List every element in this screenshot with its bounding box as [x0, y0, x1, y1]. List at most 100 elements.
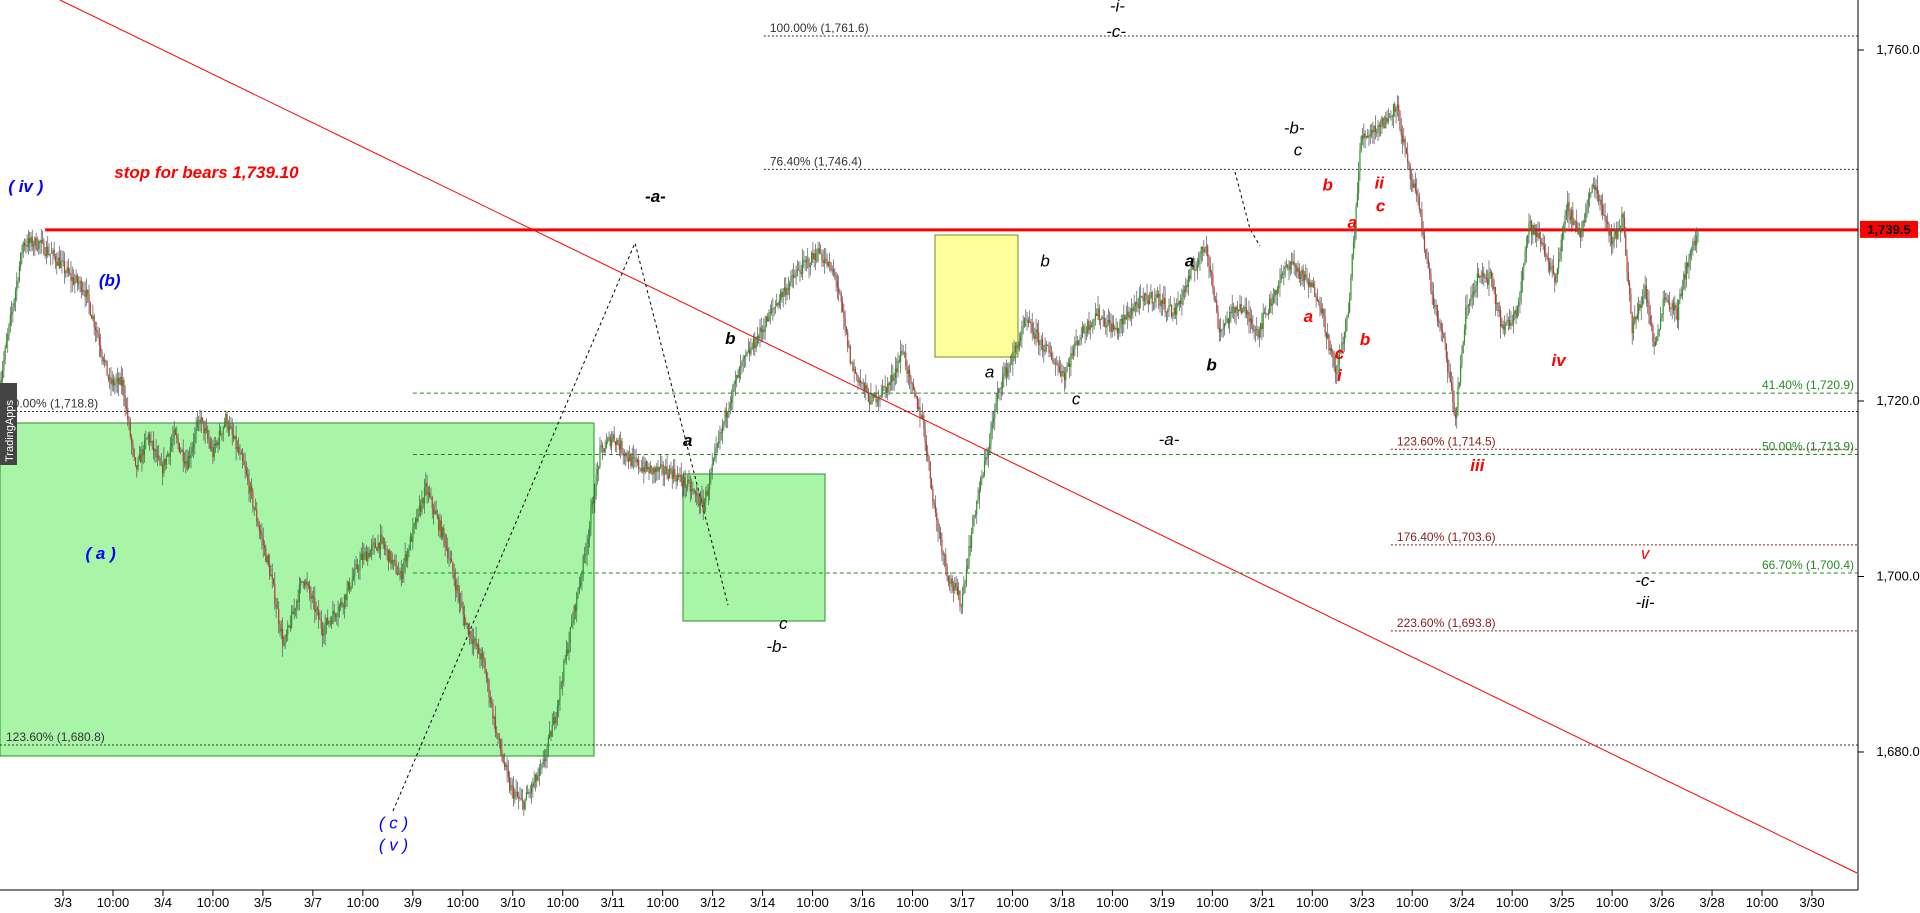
candle-body	[1514, 310, 1516, 315]
candle-body	[260, 530, 262, 535]
candle-body	[649, 466, 651, 474]
candle-body	[276, 607, 279, 609]
candle-body	[808, 259, 810, 268]
candle-body	[1090, 325, 1093, 327]
candle-body	[97, 331, 99, 338]
x-tick-label: 3/25	[1549, 895, 1574, 910]
candle-body	[209, 442, 211, 449]
candle-body	[756, 336, 758, 346]
candle-body	[407, 549, 409, 561]
candle-body	[1018, 340, 1020, 349]
candle-body	[567, 649, 569, 654]
candle-body	[589, 524, 591, 539]
candle-body	[541, 764, 543, 768]
candle-body	[1352, 242, 1355, 255]
candle-body	[1579, 229, 1582, 238]
candle-body	[1612, 240, 1614, 245]
candle-body	[947, 575, 949, 583]
candle-body	[640, 468, 642, 471]
candle-body	[1138, 296, 1140, 309]
candle-body	[112, 379, 115, 386]
candle-body	[9, 315, 11, 325]
candle-body	[1290, 261, 1293, 264]
candle-body	[857, 375, 859, 383]
candle-body	[623, 454, 626, 456]
candle-body	[1610, 230, 1613, 245]
candle-body	[1333, 356, 1335, 367]
candle-body	[849, 346, 851, 364]
candle-body	[352, 576, 355, 580]
candle-body	[1003, 373, 1005, 377]
candle-body	[164, 458, 166, 465]
wave-label: -b-	[766, 637, 787, 656]
candle-body	[115, 381, 117, 384]
candle-body	[1020, 337, 1022, 341]
candle-body	[1070, 353, 1072, 367]
candle-body	[345, 594, 347, 600]
candle-body	[103, 360, 106, 362]
candle-body	[182, 449, 184, 462]
watermark: TradingApps	[0, 383, 17, 465]
candle-body	[387, 549, 389, 563]
candle-body	[1445, 343, 1448, 359]
candle-body	[238, 447, 240, 454]
candle-body	[1001, 376, 1004, 388]
candle-body	[529, 792, 531, 793]
candle-body	[1198, 259, 1200, 265]
candle-body	[1481, 272, 1484, 276]
candle-body	[354, 567, 356, 577]
candle-body	[790, 275, 792, 283]
candle-body	[1172, 314, 1174, 317]
candle-body	[1430, 273, 1432, 292]
candle-body	[474, 638, 476, 641]
candle-body	[1487, 278, 1489, 285]
candle-body	[777, 303, 779, 306]
candle-body	[1225, 322, 1227, 324]
wave-label: ( a )	[86, 544, 117, 563]
candle-body	[294, 608, 297, 610]
candle-body	[337, 612, 339, 617]
candle-body	[1043, 349, 1045, 352]
candle-body	[292, 611, 294, 615]
candle-body	[1505, 323, 1507, 326]
candle-body	[400, 570, 402, 579]
candle-body	[1129, 315, 1131, 318]
wave-label: c	[1072, 390, 1081, 409]
candle-body	[443, 527, 445, 536]
candle-body	[251, 485, 253, 492]
candle-body	[829, 262, 831, 264]
candle-body	[1265, 312, 1267, 314]
candle-body	[284, 636, 286, 646]
candle-body	[1036, 329, 1038, 333]
candle-body	[392, 559, 395, 561]
candle-body	[716, 443, 718, 448]
candle-body	[1005, 366, 1008, 377]
candle-body	[848, 346, 850, 348]
candle-body	[256, 509, 258, 522]
candle-body	[207, 430, 209, 439]
candle-body	[883, 385, 885, 387]
candle-body	[769, 312, 771, 314]
candle-body	[1312, 283, 1315, 287]
candle-body	[1096, 313, 1098, 316]
candle-body	[1271, 303, 1273, 306]
candle-body	[727, 411, 729, 418]
candle-body	[497, 733, 499, 739]
candle-body	[489, 697, 491, 703]
candle-body	[1186, 285, 1188, 288]
candle-body	[561, 681, 564, 684]
candle-body	[1081, 325, 1084, 338]
candle-body	[1128, 311, 1130, 318]
x-tick-label: 10:00	[1396, 895, 1429, 910]
candle-body	[265, 548, 267, 562]
candle-body	[711, 464, 713, 473]
candle-body	[658, 467, 660, 472]
candle-body	[380, 534, 382, 550]
candle-body	[1489, 271, 1491, 273]
level-label: 123.60% (1,714.5)	[1397, 434, 1496, 448]
candle-body	[536, 774, 538, 781]
candle-body	[546, 747, 548, 757]
candle-body	[1125, 316, 1128, 320]
candle-body	[733, 383, 735, 386]
